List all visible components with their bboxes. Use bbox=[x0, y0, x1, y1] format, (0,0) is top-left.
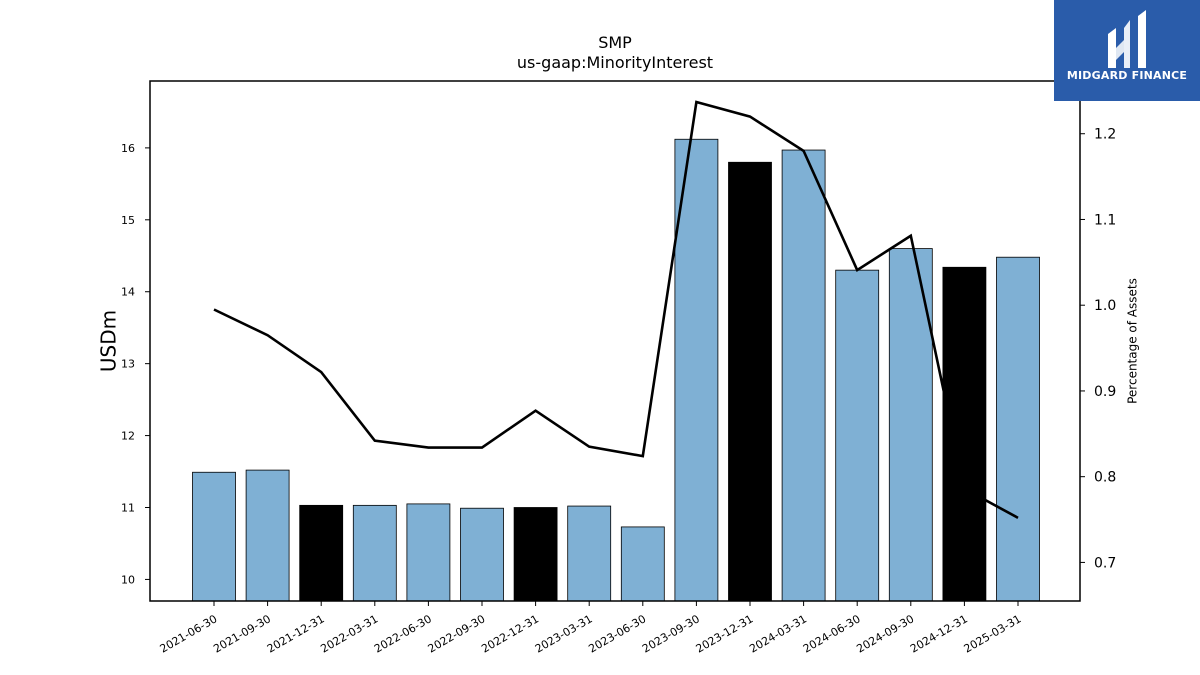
y-tick-label: 10 bbox=[121, 573, 135, 586]
bar bbox=[996, 256, 1040, 602]
x-tick-label: 2024-12-31 bbox=[908, 612, 970, 655]
bar bbox=[406, 503, 451, 602]
chart-title: SMP bbox=[598, 33, 632, 52]
bar bbox=[942, 266, 987, 602]
y-axis-left: 10 11 12 13 14 15 16 bbox=[121, 142, 150, 586]
bar bbox=[620, 526, 665, 602]
percentage-line bbox=[213, 100, 1019, 519]
y2-tick-label: 0.8 bbox=[1094, 470, 1116, 486]
bar bbox=[567, 505, 612, 602]
y-tick-label: 15 bbox=[121, 214, 135, 227]
bar bbox=[245, 469, 290, 602]
bar bbox=[674, 138, 719, 602]
bar bbox=[513, 507, 558, 602]
y2-tick-label: 1.1 bbox=[1094, 212, 1116, 228]
x-tick-label: 2022-03-31 bbox=[318, 612, 380, 655]
x-tick-label: 2023-12-31 bbox=[694, 612, 756, 655]
plot-frame bbox=[149, 80, 1081, 602]
y2-tick-label: 0.7 bbox=[1094, 555, 1116, 571]
y-tick-label: 12 bbox=[121, 430, 135, 443]
bar bbox=[352, 504, 397, 602]
y-tick-label: 14 bbox=[121, 286, 135, 299]
x-tick-label: 2021-09-30 bbox=[211, 612, 273, 655]
x-tick-label: 2022-06-30 bbox=[372, 612, 434, 655]
y-tick-label: 16 bbox=[121, 142, 135, 155]
x-tick-label: 2021-06-30 bbox=[158, 612, 220, 655]
x-tick-label: 2024-09-30 bbox=[854, 612, 916, 655]
y-axis-right: 0.7 0.8 0.9 1.0 1.1 1.2 bbox=[1080, 127, 1116, 571]
x-tick-label: 2024-03-31 bbox=[747, 612, 809, 655]
x-tick-label: 2024-06-30 bbox=[801, 612, 863, 655]
line-series bbox=[213, 100, 1019, 519]
y2-tick-label: 1.2 bbox=[1094, 127, 1116, 143]
y-tick-label: 13 bbox=[121, 358, 135, 371]
logo-text: MIDGARD FINANCE bbox=[1066, 69, 1188, 82]
x-tick-label: 2022-09-30 bbox=[426, 612, 488, 655]
x-tick-label: 2023-06-30 bbox=[586, 612, 648, 655]
x-tick-label: 2023-03-31 bbox=[533, 612, 595, 655]
y-axis-label: USDm bbox=[97, 310, 121, 372]
bar bbox=[728, 161, 772, 602]
midgard-finance-logo: MIDGARD FINANCE bbox=[1054, 0, 1200, 101]
y2-tick-label: 1.0 bbox=[1094, 298, 1116, 314]
bar bbox=[299, 504, 344, 602]
x-tick-label: 2021-12-31 bbox=[265, 612, 327, 655]
y2-axis-label: Percentage of Assets bbox=[1126, 278, 1140, 404]
bar bbox=[781, 149, 826, 602]
bar bbox=[460, 507, 504, 602]
bar-series bbox=[192, 138, 1040, 602]
logo-mark-icon bbox=[1108, 10, 1146, 68]
y-tick-label: 11 bbox=[121, 502, 135, 515]
y2-tick-label: 0.9 bbox=[1094, 384, 1116, 400]
bar bbox=[192, 471, 236, 602]
x-axis: 2021-06-302021-09-302021-12-312022-03-31… bbox=[158, 601, 1024, 656]
x-tick-label: 2022-12-31 bbox=[479, 612, 541, 655]
x-tick-label: 2023-09-30 bbox=[640, 612, 702, 655]
bar bbox=[835, 269, 880, 602]
chart-subtitle: us-gaap:MinorityInterest bbox=[517, 53, 713, 72]
x-tick-label: 2025-03-31 bbox=[962, 612, 1024, 655]
